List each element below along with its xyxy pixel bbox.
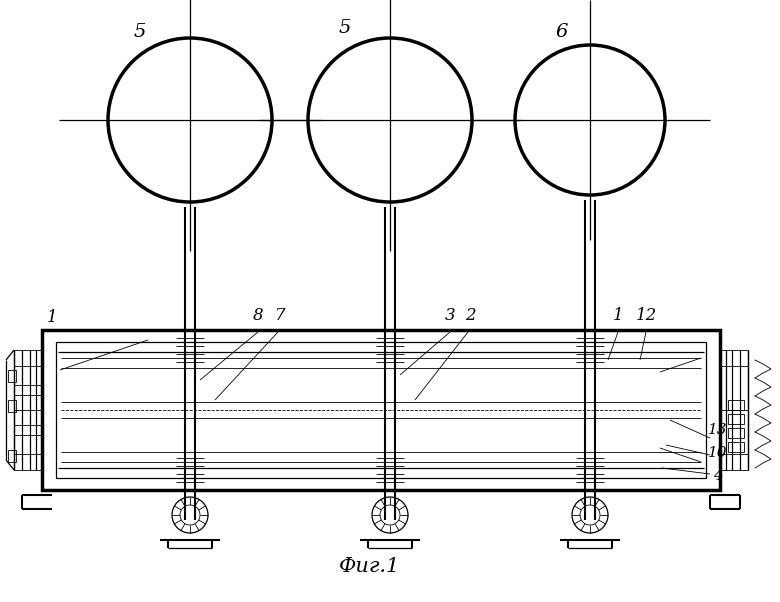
- Bar: [728, 442, 744, 452]
- Text: Фиг.1: Фиг.1: [339, 557, 401, 577]
- Bar: [728, 414, 744, 424]
- Bar: [8, 450, 16, 462]
- Text: 7: 7: [275, 308, 285, 324]
- Text: 12: 12: [636, 308, 657, 324]
- Text: 13: 13: [708, 423, 728, 437]
- Bar: [8, 370, 16, 382]
- Text: 6: 6: [556, 23, 568, 41]
- Text: 3: 3: [445, 308, 456, 324]
- Bar: [728, 428, 744, 438]
- Text: 1: 1: [47, 309, 57, 326]
- Text: 1: 1: [612, 308, 623, 324]
- Text: 8: 8: [253, 308, 264, 324]
- Bar: [56, 342, 706, 478]
- Text: 4: 4: [713, 469, 723, 483]
- Text: 2: 2: [465, 308, 475, 324]
- Bar: [42, 330, 720, 490]
- Text: 5: 5: [134, 23, 146, 41]
- Text: 10: 10: [708, 446, 728, 460]
- Bar: [8, 400, 16, 412]
- Bar: [728, 400, 744, 410]
- Text: 5: 5: [339, 19, 351, 37]
